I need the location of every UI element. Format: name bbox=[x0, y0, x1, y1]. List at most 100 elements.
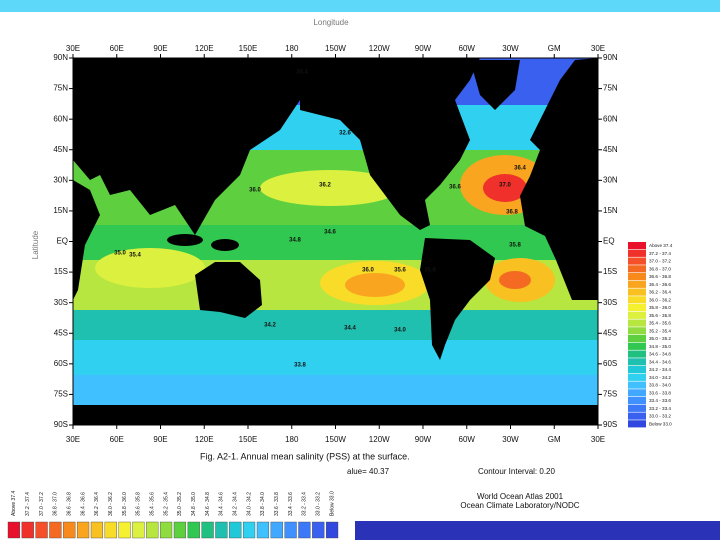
legend-swatch bbox=[35, 521, 48, 539]
legend-label: 34.4 - 34.6 bbox=[219, 492, 225, 516]
legend-swatch bbox=[628, 296, 646, 304]
legend-swatch bbox=[132, 521, 145, 539]
south-america bbox=[420, 238, 495, 360]
latitude-label: 60S bbox=[603, 359, 617, 368]
legend-label: 34.8 - 35.0 bbox=[649, 344, 671, 349]
longitude-label: 180 bbox=[285, 44, 299, 53]
legend-label: 34.6 - 34.8 bbox=[205, 492, 211, 516]
longitude-label: 90W bbox=[415, 435, 432, 444]
legend-label: 34.0 - 34.2 bbox=[649, 375, 671, 380]
legend-label: 37.2 - 37.4 bbox=[25, 492, 31, 516]
legend-label: 36.6 - 36.8 bbox=[649, 274, 671, 279]
longitude-label: 180 bbox=[285, 435, 299, 444]
latitude-label: 15N bbox=[603, 206, 618, 215]
legend-swatch bbox=[628, 304, 646, 312]
legend-label: Below 33.0 bbox=[649, 421, 672, 426]
band bbox=[73, 310, 598, 340]
latitude-label: 90N bbox=[53, 53, 68, 62]
gyre bbox=[483, 174, 527, 202]
longitude-label: 120W bbox=[369, 44, 390, 53]
latitude-label: 75S bbox=[54, 390, 68, 399]
legend-label: 34.6 - 34.8 bbox=[649, 352, 671, 357]
contour-label: 36.4 bbox=[514, 166, 526, 172]
legend-swatch bbox=[628, 358, 646, 366]
legend-label: 34.8 - 35.0 bbox=[191, 492, 197, 516]
legend-label: 34.0 - 34.2 bbox=[246, 492, 252, 516]
legend-label: 35.4 - 35.6 bbox=[150, 492, 156, 516]
band bbox=[73, 340, 598, 375]
legend-swatch bbox=[628, 327, 646, 335]
legend-swatch bbox=[628, 412, 646, 420]
legend-label: 35.2 - 35.4 bbox=[649, 328, 671, 333]
gyre bbox=[345, 273, 405, 297]
legend-label: 33.0 - 33.2 bbox=[649, 414, 671, 419]
map: 37.0 36.6 36.8 36.2 36.0 35.8 35.6 34.4 34.2 34.8… bbox=[72, 57, 599, 426]
legend-label: Above 37.4 bbox=[11, 490, 17, 516]
legend-label: 36.8 - 37.0 bbox=[53, 492, 59, 516]
longitude-label: 60W bbox=[459, 44, 476, 53]
legend-label: 35.0 - 35.2 bbox=[177, 492, 183, 516]
legend-label: 36.2 - 36.4 bbox=[94, 492, 100, 516]
legend-label: 34.2 - 34.4 bbox=[233, 492, 239, 516]
contour-labels: 37.0 36.6 36.8 36.2 36.0 35.8 35.6 34.4 34.2 34.8… bbox=[114, 70, 526, 369]
legend-label: 36.8 - 37.0 bbox=[649, 266, 671, 271]
legend-swatch bbox=[49, 521, 62, 539]
africa-europe bbox=[520, 58, 598, 300]
legend-label: 36.0 - 36.2 bbox=[108, 492, 114, 516]
legend-swatch bbox=[628, 257, 646, 265]
legend: Above 37.4 37.2 - 37.4 37.0 - 37.2 36.8 - 3… bbox=[628, 242, 673, 428]
legend-swatch bbox=[173, 521, 187, 539]
contour-label: 37.0 bbox=[499, 183, 511, 189]
legend-swatch bbox=[628, 373, 646, 381]
latitude-label: 60S bbox=[54, 359, 68, 368]
legend-swatch bbox=[628, 319, 646, 327]
longitude-label: 150E bbox=[239, 435, 258, 444]
legend-label: Above 37.4 bbox=[649, 243, 673, 248]
contour-label: 36.0 bbox=[362, 268, 374, 274]
legend-label: 35.0 - 35.2 bbox=[649, 336, 671, 341]
longitude-label: 60E bbox=[110, 435, 124, 444]
gyre bbox=[260, 170, 400, 206]
legend-swatch bbox=[201, 521, 214, 539]
indonesia bbox=[167, 234, 203, 246]
legend-swatch bbox=[628, 381, 646, 389]
longitude-label: 30E bbox=[591, 44, 605, 53]
legend-swatch bbox=[628, 265, 646, 273]
latitude-label: 45S bbox=[603, 328, 617, 337]
axes: 30E 30E 60E 60E 90E 90E 120E 120E 150E 150E 180 180… bbox=[53, 44, 618, 444]
legend-label: 33.6 - 33.8 bbox=[274, 492, 280, 516]
legend-swatch bbox=[63, 521, 76, 539]
longitude-label: 30E bbox=[591, 435, 605, 444]
longitude-label: 120E bbox=[195, 435, 214, 444]
contour-label: 36.2 bbox=[319, 183, 331, 189]
legend-swatch bbox=[215, 521, 228, 539]
legend-swatch bbox=[628, 273, 646, 281]
gyre bbox=[95, 248, 205, 288]
legend-label: Below 33.0 bbox=[329, 491, 335, 516]
legend: Above 37.4 37.2 - 37.4 37.0 - 37.2 36.8 - 3… bbox=[7, 490, 339, 539]
contour-label: 36.8 bbox=[506, 210, 518, 216]
latitude-label: 30N bbox=[53, 175, 68, 184]
legend-label: 35.6 - 35.8 bbox=[136, 492, 142, 516]
legend-label: 35.4 - 35.6 bbox=[649, 321, 671, 326]
legend-swatch bbox=[628, 311, 646, 319]
latitude-label: 45N bbox=[53, 145, 68, 154]
contour-label: 36.0 bbox=[249, 188, 261, 194]
legend-label: 33.0 - 33.2 bbox=[316, 492, 322, 516]
latitude-label: 45N bbox=[603, 145, 618, 154]
longitude-label: 30E bbox=[66, 44, 80, 53]
legend-swatch bbox=[628, 420, 646, 428]
legend-label: 36.0 - 36.2 bbox=[649, 297, 671, 302]
legend-label: 33.8 - 34.0 bbox=[260, 492, 266, 516]
legend-label: 33.2 - 33.4 bbox=[302, 492, 308, 516]
legend-swatch bbox=[7, 521, 21, 539]
legend-swatch bbox=[118, 521, 131, 539]
credit: World Ocean Atlas 2001 bbox=[477, 492, 564, 501]
legend-swatch bbox=[76, 521, 90, 539]
legend-label: 36.4 - 36.6 bbox=[649, 282, 671, 287]
longitude-label: 150W bbox=[325, 44, 346, 53]
caption: Fig. A2-1. Annual mean salinity (PSS) at… bbox=[200, 451, 410, 461]
contour-label: 34.6 bbox=[324, 230, 336, 236]
legend-swatch bbox=[242, 521, 256, 539]
legend-swatch bbox=[159, 521, 173, 539]
